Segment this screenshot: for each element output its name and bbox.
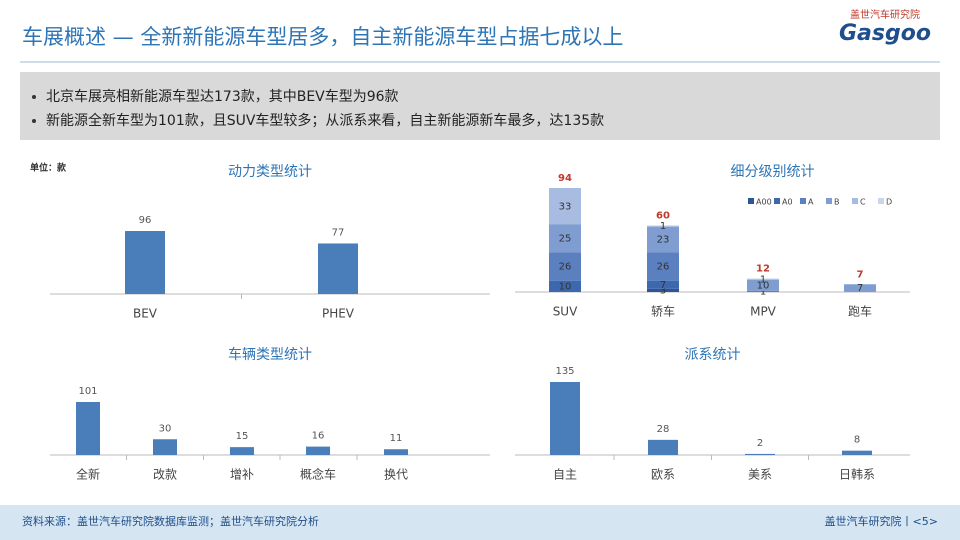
total-label: 60 — [656, 211, 670, 222]
x-tick-label: MPV — [750, 305, 777, 319]
segment-label: 7 — [660, 280, 666, 291]
legend-label: C — [860, 198, 866, 207]
chart-title: 细分级别统计 — [731, 164, 815, 180]
bar — [230, 447, 254, 455]
bar-segment — [549, 188, 581, 225]
bullet: 新能源全新车型为101款，且SUV车型较多；从派系来看，自主新能源新车最多，达1… — [46, 112, 604, 129]
x-tick-label: 美系 — [748, 468, 772, 482]
segment-label: 1 — [760, 286, 766, 297]
segment-label: 10 — [559, 281, 572, 292]
logo-cn: 盖世汽车研究院 — [850, 8, 920, 21]
unit: 单位：款 — [30, 162, 67, 174]
segment-label: 33 — [559, 201, 572, 212]
legend-swatch — [748, 198, 754, 204]
bar — [745, 453, 775, 455]
bar — [648, 439, 678, 455]
segment-label: 7 — [857, 283, 863, 294]
segment-label: 1 — [760, 274, 766, 285]
bar-segment — [549, 280, 581, 292]
x-tick-label: 自主 — [553, 468, 577, 482]
bar-segment — [747, 290, 779, 292]
legend-label: D — [886, 198, 892, 207]
bullet: 北京车展亮相新能源车型达173款，其中BEV车型为96款 — [46, 88, 399, 105]
data-label: 30 — [159, 423, 172, 434]
segment-label: 23 — [657, 234, 670, 245]
x-tick-label: BEV — [133, 307, 158, 321]
bar — [842, 450, 872, 455]
bar — [384, 449, 408, 455]
summary-box — [20, 72, 940, 140]
total-label: 12 — [756, 264, 770, 275]
legend-swatch — [826, 198, 832, 204]
x-tick-label: SUV — [553, 305, 578, 319]
x-tick-label: 全新 — [76, 467, 100, 482]
bar — [318, 243, 358, 294]
legend-label: B — [834, 198, 840, 207]
bar — [153, 439, 177, 455]
bar — [125, 231, 165, 294]
total-label: 7 — [857, 269, 864, 280]
segment-label: 26 — [559, 262, 572, 273]
data-label: 11 — [390, 433, 403, 444]
footer-source: 资料来源：盖世汽车研究院数据库监测；盖世汽车研究院分析 — [22, 514, 319, 528]
x-tick-label: PHEV — [322, 307, 355, 321]
x-tick-label: 概念车 — [300, 467, 336, 482]
bar — [306, 446, 330, 455]
bar-segment — [647, 252, 679, 281]
slide-title: 车展概述 — 全新新能源车型居多，自主新能源车型占据七成以上 — [22, 25, 623, 49]
data-label: 2 — [757, 438, 763, 449]
bullet-dot — [32, 119, 36, 123]
legend-label: A0 — [782, 198, 793, 207]
data-label: 135 — [555, 366, 574, 377]
segment-label: 25 — [559, 233, 572, 244]
bar — [76, 402, 100, 455]
bar-segment — [647, 226, 679, 253]
bar-segment — [647, 288, 679, 292]
segment-label: 10 — [757, 280, 770, 291]
bar-segment — [549, 224, 581, 253]
footer-band — [0, 505, 960, 540]
bar-segment — [647, 225, 679, 227]
data-label: 77 — [332, 227, 345, 238]
x-tick-label: 换代 — [384, 468, 408, 482]
legend-swatch — [852, 198, 858, 204]
footer-brand: 盖世汽车研究院丨<5> — [825, 514, 938, 528]
legend-swatch — [800, 198, 806, 204]
legend-label: A00 — [756, 198, 772, 207]
total-label: 94 — [558, 173, 572, 184]
x-tick-label: 日韩系 — [839, 467, 875, 482]
legend-label: A — [808, 198, 814, 207]
x-tick-label: 改款 — [153, 468, 177, 482]
data-label: 96 — [139, 215, 152, 226]
bar-segment — [549, 252, 581, 281]
data-label: 16 — [312, 431, 325, 442]
bar-segment — [647, 280, 679, 289]
x-tick-label: 轿车 — [651, 304, 675, 319]
data-label: 101 — [78, 386, 97, 397]
legend-swatch — [774, 198, 780, 204]
chart-title: 动力类型统计 — [228, 164, 312, 180]
segment-label: 3 — [660, 285, 666, 296]
data-label: 15 — [236, 431, 249, 442]
chart-title: 车辆类型统计 — [228, 346, 312, 363]
bar — [550, 382, 580, 455]
segment-label: 1 — [660, 221, 666, 232]
data-label: 28 — [657, 424, 670, 435]
legend-swatch — [878, 198, 884, 204]
bar-segment — [844, 284, 876, 292]
x-tick-label: 欧系 — [651, 468, 675, 482]
bar-segment — [747, 278, 779, 280]
x-tick-label: 跑车 — [848, 304, 872, 319]
bar-segment — [747, 279, 779, 291]
bullet-dot — [32, 95, 36, 99]
chart-title: 派系统计 — [685, 347, 741, 363]
segment-label: 26 — [657, 262, 670, 273]
logo-en: Gasgoo — [839, 21, 931, 46]
x-tick-label: 增补 — [230, 468, 254, 482]
data-label: 8 — [854, 435, 860, 446]
